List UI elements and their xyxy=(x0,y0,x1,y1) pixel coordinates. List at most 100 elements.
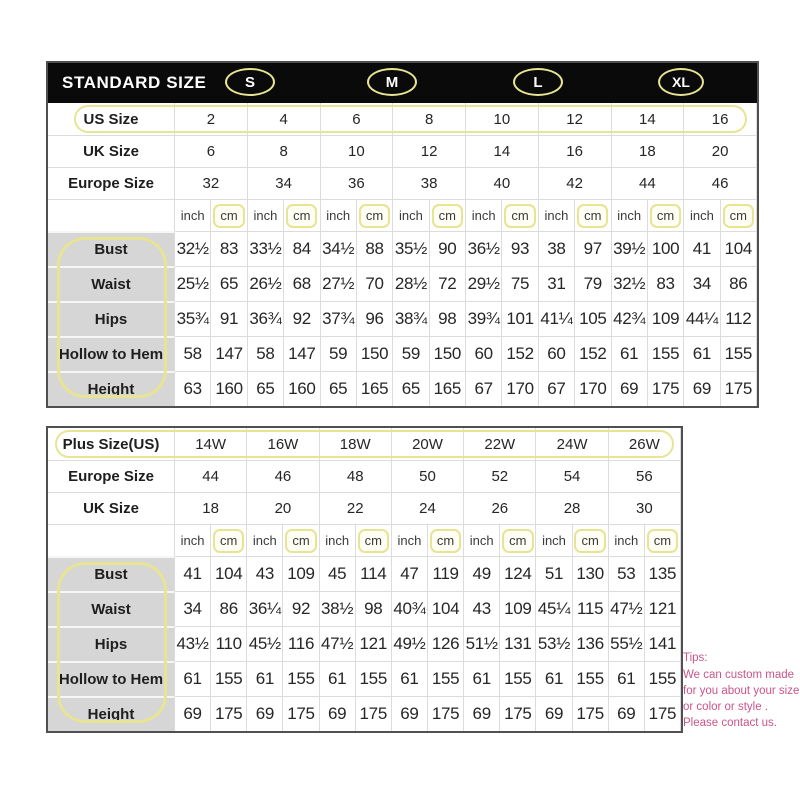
size-value-cell: 14W xyxy=(175,428,248,460)
unit-inch-cell: inch xyxy=(611,199,648,231)
standard-size-rows: US Size 2 4 6 8 10 12 14 16 UK Size 6 8 10 12 14 16 18 20… xyxy=(48,103,757,406)
table-row: Europe Size 32 34 36 38 40 42 44 46 xyxy=(48,167,757,199)
measure-value-cell: 112 xyxy=(720,301,757,336)
measure-value-cell: 61 xyxy=(608,661,645,696)
measure-value-cell: 147 xyxy=(211,336,248,371)
measure-value-cell: 92 xyxy=(283,591,320,626)
measure-value-cell: 45¼ xyxy=(536,591,573,626)
measure-value-cell: 170 xyxy=(575,371,612,406)
measure-value-cell: 65 xyxy=(247,371,285,406)
table-row: US Size 2 4 6 8 10 12 14 16 xyxy=(48,103,757,135)
table-row: UK Size 18 20 22 24 26 28 30 xyxy=(48,492,681,524)
unit-cm-cell: cm xyxy=(356,199,394,231)
cm-highlight-badge: cm xyxy=(577,203,609,228)
plus-size-table: Plus Size(US) 14W 16W 18W 20W 22W 24W 26W Europe… xyxy=(46,426,683,733)
measure-value-cell: 69 xyxy=(608,696,645,731)
measure-value-cell: 58 xyxy=(247,336,285,371)
measure-value-cell: 29½ xyxy=(466,266,503,301)
cm-highlight-badge: cm xyxy=(286,203,318,228)
measure-value-cell: 47 xyxy=(391,556,428,591)
measure-value-cell: 61 xyxy=(391,661,428,696)
measure-value-cell: 38½ xyxy=(319,591,356,626)
unit-inch-cell: inch xyxy=(247,524,284,556)
size-badge-l: L xyxy=(513,68,563,96)
plus-size-rows: Plus Size(US) 14W 16W 18W 20W 22W 24W 26W Europe… xyxy=(48,428,681,731)
measure-value-cell: 39¾ xyxy=(466,301,503,336)
table-row: UK Size 6 8 10 12 14 16 18 20 xyxy=(48,135,757,167)
measure-value-cell: 155 xyxy=(283,661,320,696)
size-value-cell: 20 xyxy=(684,135,757,167)
cm-highlight-badge: cm xyxy=(722,203,754,228)
measure-value-cell: 155 xyxy=(647,336,685,371)
unit-cm-cell: cm xyxy=(647,199,685,231)
measure-value-cell: 45½ xyxy=(247,626,284,661)
measure-value-cell: 43½ xyxy=(175,626,212,661)
size-value-cell: 34 xyxy=(247,167,321,199)
table-row: Waist 25½ 65 26½ 68 27½ 70 28½ 72 29½ 75 31 79 32½ 83 3… xyxy=(48,266,757,301)
row-label: Hollow to Hem xyxy=(48,661,175,696)
measure-value-cell: 26½ xyxy=(247,266,285,301)
measure-value-cell: 55½ xyxy=(608,626,645,661)
size-value-cell: 12 xyxy=(539,103,612,135)
unit-cm-cell: cm xyxy=(720,199,757,231)
measure-value-cell: 160 xyxy=(284,371,321,406)
measure-value-cell: 175 xyxy=(644,696,681,731)
measure-value-cell: 126 xyxy=(427,626,465,661)
size-value-cell: 36 xyxy=(320,167,394,199)
measure-value-cell: 69 xyxy=(175,696,212,731)
unit-inch-cell: inch xyxy=(393,199,430,231)
measure-value-cell: 83 xyxy=(211,231,248,266)
measure-value-cell: 175 xyxy=(211,696,248,731)
measure-value-cell: 61 xyxy=(464,661,501,696)
measure-value-cell: 84 xyxy=(284,231,321,266)
cm-highlight-badge: cm xyxy=(431,203,463,228)
measure-value-cell: 155 xyxy=(644,661,681,696)
measure-value-cell: 79 xyxy=(575,266,612,301)
measure-value-cell: 69 xyxy=(319,696,356,731)
size-value-cell: 44 xyxy=(611,167,685,199)
cm-highlight-badge: cm xyxy=(358,203,391,228)
size-value-cell: 52 xyxy=(464,460,537,492)
measure-value-cell: 98 xyxy=(429,301,466,336)
measure-value-cell: 65 xyxy=(393,371,430,406)
unit-cm-cell: cm xyxy=(572,524,609,556)
measure-value-cell: 100 xyxy=(647,231,685,266)
measure-value-cell: 53½ xyxy=(536,626,573,661)
size-value-cell: 10 xyxy=(320,135,394,167)
size-value-cell: 22 xyxy=(319,492,392,524)
row-label: UK Size xyxy=(48,492,175,524)
cm-highlight-badge: cm xyxy=(285,528,317,553)
size-value-cell: 54 xyxy=(536,460,609,492)
measure-value-cell: 60 xyxy=(466,336,503,371)
measure-value-cell: 35¾ xyxy=(175,301,212,336)
cm-highlight-badge: cm xyxy=(357,528,389,553)
size-value-cell: 48 xyxy=(319,460,392,492)
measure-value-cell: 49 xyxy=(464,556,501,591)
size-value-cell: 26 xyxy=(464,492,537,524)
size-value-cell: 8 xyxy=(247,135,321,167)
unit-inch-cell: inch xyxy=(464,524,501,556)
measure-value-cell: 38 xyxy=(538,231,576,266)
table-row: Europe Size 44 46 48 50 52 54 56 xyxy=(48,460,681,492)
size-value-cell: 46 xyxy=(247,460,320,492)
measure-value-cell: 47½ xyxy=(608,591,645,626)
row-label: Hips xyxy=(48,626,175,661)
unit-cm-cell: cm xyxy=(575,199,612,231)
measure-value-cell: 97 xyxy=(575,231,612,266)
measure-value-cell: 109 xyxy=(283,556,320,591)
row-label: Hollow to Hem xyxy=(48,336,175,371)
unit-inch-cell: inch xyxy=(391,524,428,556)
measure-value-cell: 91 xyxy=(211,301,248,336)
measure-value-cell: 175 xyxy=(355,696,392,731)
unit-inch-cell: inch xyxy=(684,199,721,231)
cm-highlight-badge: cm xyxy=(502,528,534,553)
standard-size-table: STANDARD SIZE S M L XL US Size 2 4 6 8 10 12 14… xyxy=(46,61,759,408)
unit-cm-cell: cm xyxy=(429,199,466,231)
table-row: Hollow to Hem 61 155 61 155 61 155 61 155 61 155 61… xyxy=(48,661,681,696)
measure-value-cell: 88 xyxy=(356,231,394,266)
table-title: STANDARD SIZE xyxy=(62,73,207,92)
measure-value-cell: 51 xyxy=(536,556,573,591)
measure-value-cell: 165 xyxy=(429,371,466,406)
measure-value-cell: 60 xyxy=(538,336,576,371)
table-row: Hips 35¾ 91 36¾ 92 37¾ 96 38¾ 98 39¾ 101 41¼ 105 42¾ 1… xyxy=(48,301,757,336)
